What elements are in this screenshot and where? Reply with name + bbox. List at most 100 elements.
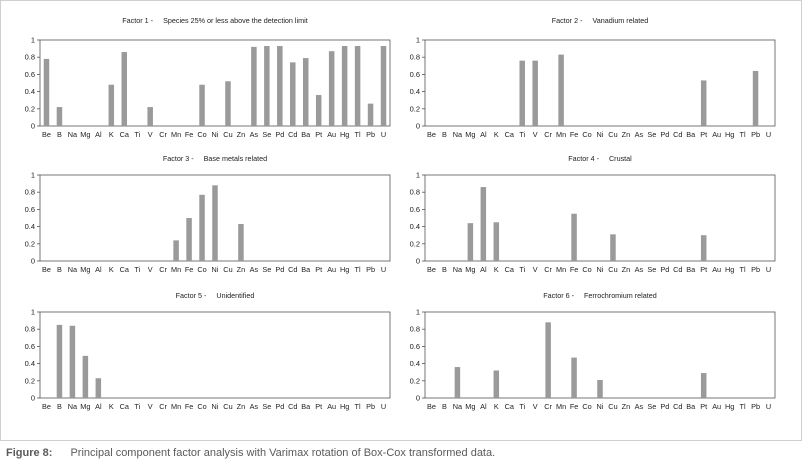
bar-b	[56, 324, 63, 398]
x-tick-label: Fe	[570, 130, 579, 139]
x-tick-label: Ni	[212, 402, 219, 411]
chart-factor-label: Factor 1 -	[122, 16, 153, 25]
chart-factor-label: Factor 6 -	[543, 291, 574, 300]
x-tick-label: Au	[712, 130, 721, 139]
x-tick-label: Au	[327, 130, 336, 139]
x-tick-label: Mg	[80, 402, 90, 411]
plot-area-frame	[424, 39, 776, 127]
x-tick-label: V	[533, 402, 538, 411]
bar-ti	[519, 60, 525, 126]
x-tick-label: Ni	[597, 402, 604, 411]
x-tick-label: Al	[95, 402, 102, 411]
chart-factor-label: Factor 3 -	[163, 154, 194, 163]
x-tick-label: V	[148, 265, 153, 274]
x-tick-label: As	[635, 265, 644, 274]
x-tick-label: V	[148, 130, 153, 139]
x-tick-label: Hg	[340, 130, 349, 139]
x-tick-label: Cr	[544, 402, 552, 411]
x-tick-label: Al	[480, 402, 487, 411]
x-tick-label: Cd	[288, 265, 297, 274]
x-tick-label: Ti	[134, 130, 140, 139]
x-tick-label: Hg	[340, 265, 349, 274]
bar-cr	[545, 322, 551, 398]
bar-cu	[225, 81, 231, 126]
x-tick-label: K	[494, 130, 499, 139]
y-tick-label: 0.2	[410, 104, 420, 113]
figure-frame	[0, 0, 802, 441]
bar-au	[328, 51, 335, 126]
x-tick-label: K	[109, 402, 114, 411]
x-tick-label: Mg	[465, 265, 475, 274]
x-tick-label: Co	[582, 265, 591, 274]
x-tick-label: Fe	[185, 130, 194, 139]
x-tick-label: Ba	[301, 265, 311, 274]
x-tick-label: Fe	[185, 265, 194, 274]
x-tick-label: Mg	[80, 130, 90, 139]
y-tick-label: 0.4	[25, 87, 35, 96]
chart-title: Factor 4 - Crustal	[568, 154, 632, 163]
x-tick-label: Se	[647, 265, 656, 274]
x-tick-label: Be	[427, 130, 436, 139]
chart-factor-description: Crustal	[609, 154, 632, 163]
x-tick-label: Se	[262, 130, 271, 139]
y-tick-label: 0	[31, 394, 35, 403]
x-tick-label: Pb	[366, 265, 375, 274]
x-tick-label: Cu	[608, 402, 617, 411]
x-tick-label: Ni	[597, 265, 604, 274]
x-tick-label: Pt	[700, 265, 707, 274]
x-tick-label: Cr	[159, 130, 167, 139]
y-tick-label: 0.2	[410, 376, 420, 385]
bar-tl	[354, 46, 361, 126]
x-tick-label: Cd	[288, 402, 297, 411]
x-tick-label: V	[533, 130, 538, 139]
y-tick-label: 1	[416, 171, 420, 180]
bar-na	[69, 325, 76, 398]
x-tick-label: Mn	[556, 265, 566, 274]
chart-panel-1: Factor 1 - Species 25% or less above the …	[25, 16, 391, 139]
x-tick-label: Pd	[275, 402, 284, 411]
bar-as	[251, 46, 257, 126]
bar-pt	[700, 80, 707, 126]
bar-fe	[571, 213, 577, 261]
x-tick-label: Cd	[288, 130, 297, 139]
x-tick-label: Cu	[608, 130, 617, 139]
x-tick-label: B	[57, 130, 62, 139]
x-tick-label: Co	[582, 130, 591, 139]
x-tick-label: Ni	[597, 130, 604, 139]
y-tick-label: 0.2	[410, 239, 420, 248]
x-tick-label: Co	[197, 402, 206, 411]
bar-v	[147, 107, 153, 126]
y-tick-label: 1	[31, 36, 35, 45]
chart-factor-label: Factor 2 -	[552, 16, 583, 25]
x-tick-label: Cu	[608, 265, 617, 274]
x-tick-label: Cr	[159, 265, 167, 274]
x-tick-label: B	[442, 402, 447, 411]
x-tick-label: Na	[453, 130, 463, 139]
x-tick-label: Ti	[134, 265, 140, 274]
chart-factor-description: Unidentified	[216, 291, 254, 300]
x-tick-label: Ba	[686, 130, 696, 139]
x-tick-label: Tl	[740, 402, 746, 411]
chart-title: Factor 5 - Unidentified	[176, 291, 255, 300]
x-tick-label: K	[109, 130, 114, 139]
x-tick-label: As	[250, 265, 259, 274]
x-tick-label: Se	[647, 402, 656, 411]
figure-caption: Figure 8: Principal component factor anal…	[6, 447, 495, 459]
bar-co	[199, 194, 205, 261]
x-tick-label: U	[381, 402, 386, 411]
x-tick-label: B	[57, 265, 62, 274]
x-tick-label: Pb	[751, 402, 760, 411]
chart-factor-description: Species 25% or less above the detection …	[163, 16, 308, 25]
x-tick-label: Ca	[120, 130, 130, 139]
bar-hg	[341, 46, 348, 126]
x-tick-label: U	[766, 265, 771, 274]
x-tick-label: Be	[427, 265, 436, 274]
x-tick-label: Pt	[700, 130, 707, 139]
plot-area-frame	[424, 174, 776, 262]
x-tick-label: Co	[197, 130, 206, 139]
y-tick-label: 0.8	[25, 53, 35, 62]
x-tick-label: Pd	[660, 130, 669, 139]
x-tick-label: Ba	[686, 265, 696, 274]
y-tick-label: 0.6	[410, 205, 420, 214]
x-tick-label: Be	[42, 402, 51, 411]
